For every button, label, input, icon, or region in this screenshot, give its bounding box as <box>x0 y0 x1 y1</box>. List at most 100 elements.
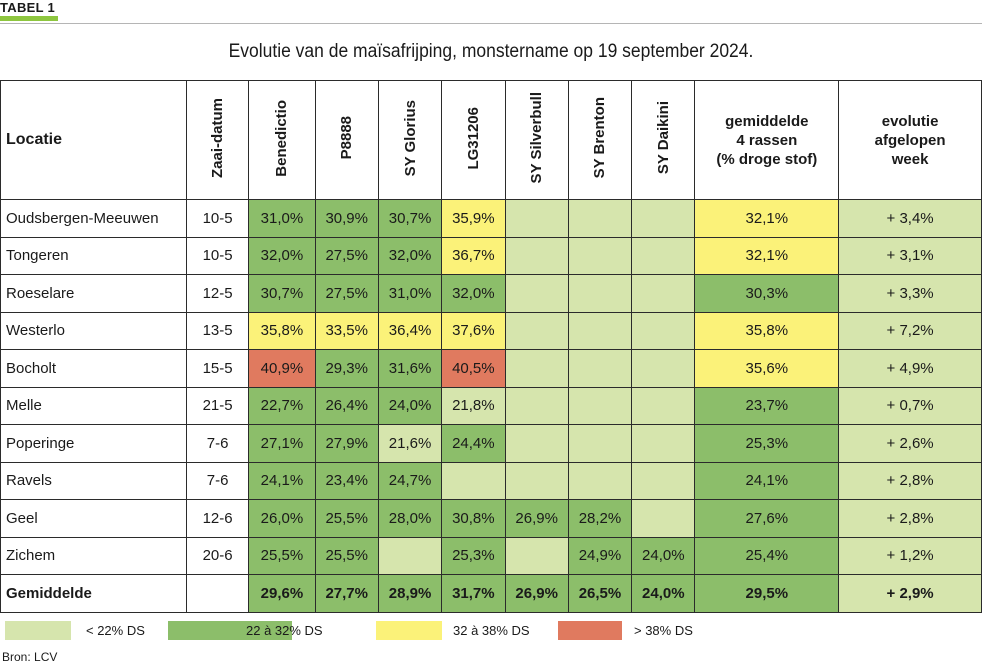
value-cell: 26,5% <box>567 574 633 613</box>
value-cell <box>631 461 696 500</box>
value-cell <box>631 349 696 388</box>
source-note: Bron: LCV <box>2 650 58 664</box>
header-average: gemiddelde 4 rassen (% droge stof) <box>694 80 840 200</box>
value-cell: 25,5% <box>314 536 379 575</box>
header-variety-label: SY Glorius <box>401 99 419 177</box>
average-label: Gemiddelde <box>0 574 187 613</box>
sow-date-cell: 7-6 <box>185 461 250 500</box>
value-cell: 23,4% <box>314 461 379 500</box>
header-location: Locatie <box>0 80 187 200</box>
value-cell: 26,9% <box>504 574 569 613</box>
value-cell: 25,3% <box>441 536 506 575</box>
value-cell: 27,5% <box>314 236 379 275</box>
top-divider <box>0 23 982 24</box>
value-cell: 30,7% <box>248 274 316 313</box>
value-cell <box>567 311 633 350</box>
value-cell: 28,2% <box>567 499 633 538</box>
value-cell: 31,6% <box>377 349 443 388</box>
value-cell <box>631 424 696 463</box>
evolution-cell: + 2,6% <box>838 424 982 463</box>
average-cell: 35,6% <box>694 349 840 388</box>
value-cell: 37,6% <box>441 311 506 350</box>
legend-swatch <box>376 621 442 640</box>
table-row: Westerlo 13-5 35,8% 33,5% 36,4% 37,6% 35,8% + 7… <box>0 311 982 350</box>
value-cell <box>567 349 633 388</box>
color-legend: < 22% DS 22 à 32% DS 32 à 38% DS > 38% D… <box>0 621 982 641</box>
value-cell: 24,9% <box>567 536 633 575</box>
value-cell: 28,0% <box>377 499 443 538</box>
value-cell: 36,7% <box>441 236 506 275</box>
header-variety-label: LG31206 <box>464 106 482 170</box>
location-cell: Bocholt <box>0 349 187 388</box>
header-variety: LG31206 <box>441 80 506 200</box>
value-cell: 21,8% <box>441 386 506 425</box>
location-cell: Melle <box>0 386 187 425</box>
header-evolution-line: week <box>891 150 929 168</box>
evolution-cell: + 0,7% <box>838 386 982 425</box>
value-cell: 31,0% <box>377 274 443 313</box>
value-cell: 24,1% <box>248 461 316 500</box>
value-cell: 40,5% <box>441 349 506 388</box>
value-cell: 27,1% <box>248 424 316 463</box>
table-row: Oudsbergen-Meeuwen 10-5 31,0% 30,9% 30,7% 35,… <box>0 199 982 238</box>
header-variety-label: P8888 <box>338 116 356 160</box>
value-cell: 25,5% <box>248 536 316 575</box>
sow-date-cell: 7-6 <box>185 424 250 463</box>
value-cell <box>504 349 569 388</box>
value-cell <box>504 236 569 275</box>
header-sow-date-label: Zaai-datum <box>209 97 227 178</box>
value-cell <box>504 274 569 313</box>
legend-label: 32 à 38% DS <box>453 623 530 638</box>
sow-date-cell: 12-5 <box>185 274 250 313</box>
evolution-cell: + 2,8% <box>838 461 982 500</box>
value-cell <box>441 461 506 500</box>
value-cell: 32,0% <box>248 236 316 275</box>
value-cell: 21,6% <box>377 424 443 463</box>
value-cell: 29,3% <box>314 349 379 388</box>
tag-underline <box>0 16 58 21</box>
header-variety: SY Glorius <box>377 80 443 200</box>
location-cell: Ravels <box>0 461 187 500</box>
value-cell: 24,0% <box>631 574 696 613</box>
value-cell <box>567 424 633 463</box>
evolution-cell: + 2,9% <box>838 574 982 613</box>
value-cell <box>631 274 696 313</box>
location-cell: Zichem <box>0 536 187 575</box>
location-cell: Westerlo <box>0 311 187 350</box>
sow-date-cell: 13-5 <box>185 311 250 350</box>
average-cell: 32,1% <box>694 236 840 275</box>
value-cell: 32,0% <box>441 274 506 313</box>
average-cell: 29,5% <box>694 574 840 613</box>
evolution-cell: + 1,2% <box>838 536 982 575</box>
value-cell <box>631 199 696 238</box>
header-variety: SY Brenton <box>567 80 633 200</box>
average-cell: 23,7% <box>694 386 840 425</box>
value-cell: 31,0% <box>248 199 316 238</box>
value-cell: 28,9% <box>377 574 443 613</box>
value-cell <box>631 386 696 425</box>
value-cell: 40,9% <box>248 349 316 388</box>
value-cell <box>631 499 696 538</box>
average-cell: 30,3% <box>694 274 840 313</box>
value-cell <box>567 386 633 425</box>
location-cell: Poperinge <box>0 424 187 463</box>
table-row: Tongeren 10-5 32,0% 27,5% 32,0% 36,7% 32,1% + 3… <box>0 236 982 275</box>
value-cell: 36,4% <box>377 311 443 350</box>
header-variety: Benedictio <box>248 80 316 200</box>
value-cell <box>567 236 633 275</box>
sow-date-cell: 20-6 <box>185 536 250 575</box>
legend-label: 22 à 32% DS <box>246 623 323 638</box>
value-cell: 26,4% <box>314 386 379 425</box>
value-cell: 33,5% <box>314 311 379 350</box>
legend-label: > 38% DS <box>634 623 693 638</box>
table-row: Roeselare 12-5 30,7% 27,5% 31,0% 32,0% 30,3% + … <box>0 274 982 313</box>
header-variety-label: SY Brenton <box>591 97 609 179</box>
legend-swatch <box>558 621 622 640</box>
table-row: Ravels 7-6 24,1% 23,4% 24,7% 24,1% + 2,8% <box>0 461 982 500</box>
average-cell: 25,4% <box>694 536 840 575</box>
value-cell: 27,7% <box>314 574 379 613</box>
evolution-cell: + 3,3% <box>838 274 982 313</box>
average-cell: 35,8% <box>694 311 840 350</box>
sow-date-cell: 21-5 <box>185 386 250 425</box>
maturity-table: Locatie Zaai-datum Benedictio P8888 SY G… <box>0 80 982 613</box>
